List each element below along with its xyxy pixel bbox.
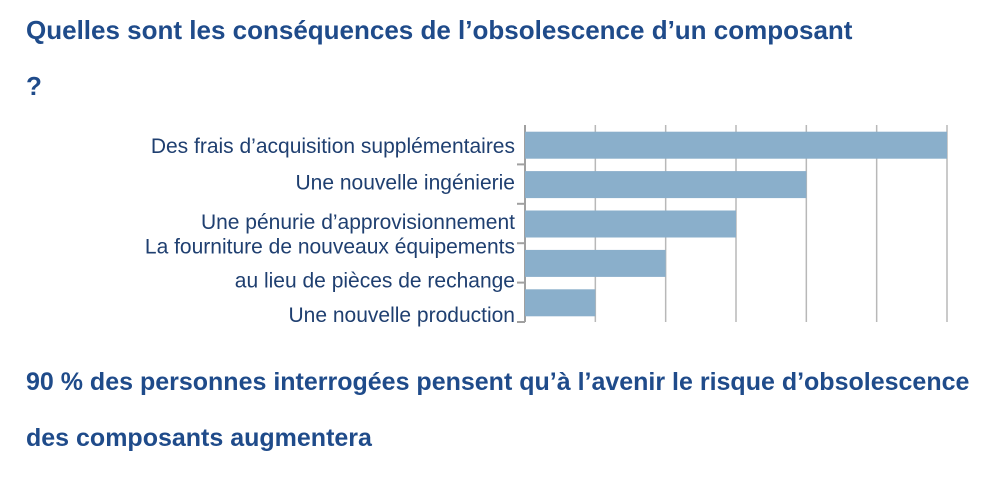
y-tick-label: Une nouvelle ingénierie [296, 172, 516, 195]
y-tick-label: Des frais d’acquisition supplémentaires [151, 135, 515, 158]
chart-note: 90 % des personnes interrogées pensent q… [26, 368, 970, 452]
y-tick-label: Une nouvelle production [289, 304, 516, 327]
bar [525, 249, 666, 277]
y-tick-label: La fourniture de nouveaux équipements [145, 235, 515, 258]
y-tick-label: Une pénurie d’approvisionnement [201, 211, 515, 234]
bar [525, 289, 596, 317]
bar [525, 131, 947, 159]
bar [525, 210, 736, 238]
chart: Des frais d’acquisition supplémentaires U… [145, 125, 948, 327]
chart-title: Quelles sont les conséquences de l’obsol… [26, 15, 853, 101]
bar [525, 171, 807, 199]
y-tick-label: au lieu de pièces de rechange [235, 269, 515, 292]
